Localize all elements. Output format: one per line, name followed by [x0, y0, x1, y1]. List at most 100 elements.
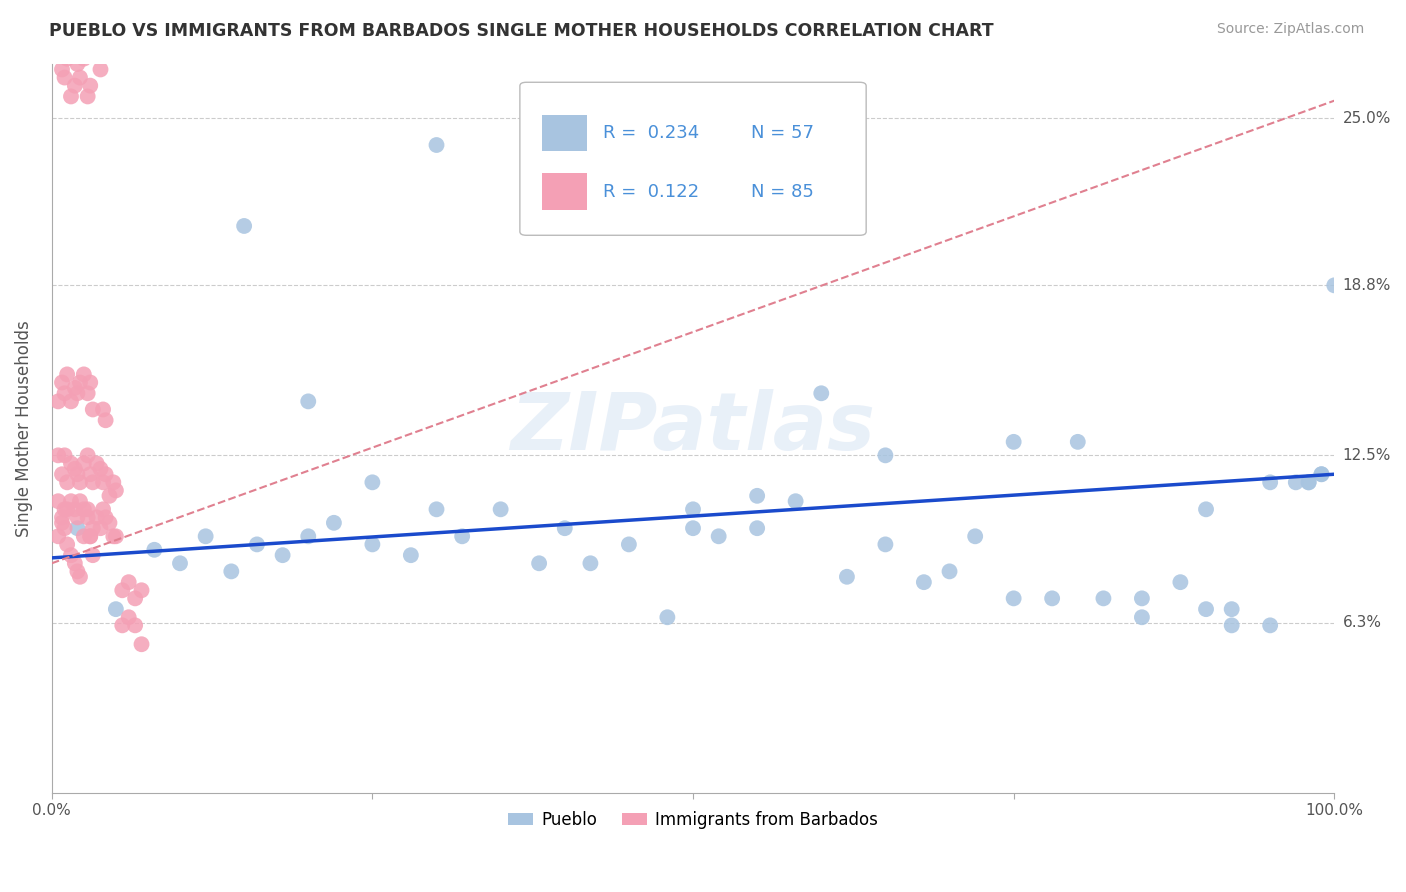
Point: [554, 521, 576, 535]
Point: [118, 610, 141, 624]
Point: [131, 583, 153, 598]
Legend: Pueblo, Immigrants from Barbados: Pueblo, Immigrants from Barbados: [501, 804, 884, 835]
Point: [51, 62, 73, 77]
Point: [875, 537, 897, 551]
Point: [79, 529, 101, 543]
Point: [1323, 278, 1346, 293]
Point: [66, 57, 89, 71]
Point: [66, 386, 89, 401]
Point: [53, 448, 76, 462]
Point: [56, 368, 79, 382]
Point: [69, 376, 91, 390]
Point: [124, 618, 146, 632]
Point: [1220, 618, 1243, 632]
Point: [835, 570, 858, 584]
Point: [1002, 434, 1025, 449]
Point: [63, 381, 86, 395]
Text: N = 57: N = 57: [751, 124, 814, 143]
Point: [169, 556, 191, 570]
Point: [103, 529, 125, 543]
Text: ZIPatlas: ZIPatlas: [510, 389, 876, 467]
Text: PUEBLO VS IMMIGRANTS FROM BARBADOS SINGLE MOTHER HOUSEHOLDS CORRELATION CHART: PUEBLO VS IMMIGRANTS FROM BARBADOS SINGL…: [49, 22, 994, 40]
Point: [785, 494, 807, 508]
Point: [489, 502, 512, 516]
Point: [73, 368, 96, 382]
Point: [111, 583, 134, 598]
Point: [59, 394, 82, 409]
Point: [79, 467, 101, 482]
Point: [124, 591, 146, 606]
Point: [297, 394, 319, 409]
Point: [1130, 591, 1153, 606]
Point: [1258, 618, 1281, 632]
Point: [86, 510, 108, 524]
Point: [59, 548, 82, 562]
Point: [51, 467, 73, 482]
Point: [82, 548, 104, 562]
Point: [912, 575, 935, 590]
Point: [94, 510, 117, 524]
Point: [82, 402, 104, 417]
Point: [51, 516, 73, 530]
Point: [73, 52, 96, 66]
Point: [246, 537, 269, 551]
Point: [98, 489, 121, 503]
Point: [810, 386, 832, 401]
Point: [94, 413, 117, 427]
Point: [617, 537, 640, 551]
Point: [194, 529, 217, 543]
Point: [53, 70, 76, 85]
Point: [63, 556, 86, 570]
Point: [76, 502, 98, 516]
Text: 25.0%: 25.0%: [1343, 111, 1391, 126]
Point: [91, 502, 114, 516]
Point: [63, 78, 86, 93]
Point: [56, 475, 79, 490]
Point: [271, 548, 294, 562]
Point: [425, 138, 447, 153]
Bar: [541, 173, 586, 210]
Point: [79, 78, 101, 93]
Point: [46, 494, 69, 508]
Point: [51, 510, 73, 524]
Point: [399, 548, 422, 562]
Point: [1285, 475, 1308, 490]
Point: [747, 489, 769, 503]
Point: [103, 475, 125, 490]
Point: [131, 637, 153, 651]
Point: [1310, 467, 1333, 482]
Point: [56, 502, 79, 516]
Point: [51, 376, 73, 390]
Point: [69, 475, 91, 490]
Point: [965, 529, 987, 543]
Point: [747, 521, 769, 535]
Point: [527, 556, 550, 570]
Point: [1040, 591, 1063, 606]
Point: [89, 521, 111, 535]
Point: [46, 448, 69, 462]
Point: [46, 394, 69, 409]
Point: [66, 510, 89, 524]
Point: [76, 448, 98, 462]
Point: [322, 516, 344, 530]
Point: [1130, 610, 1153, 624]
Point: [91, 475, 114, 490]
Text: N = 85: N = 85: [751, 183, 814, 201]
Point: [221, 565, 243, 579]
Point: [143, 542, 166, 557]
Point: [66, 565, 89, 579]
Point: [69, 570, 91, 584]
Point: [56, 52, 79, 66]
Point: [104, 483, 127, 498]
FancyBboxPatch shape: [520, 82, 866, 235]
Point: [297, 529, 319, 543]
Point: [86, 16, 108, 30]
Point: [94, 467, 117, 482]
Point: [98, 516, 121, 530]
Point: [361, 475, 384, 490]
Point: [104, 602, 127, 616]
Text: 18.8%: 18.8%: [1343, 277, 1391, 293]
Point: [46, 16, 69, 30]
Point: [1067, 434, 1090, 449]
Point: [1195, 602, 1218, 616]
